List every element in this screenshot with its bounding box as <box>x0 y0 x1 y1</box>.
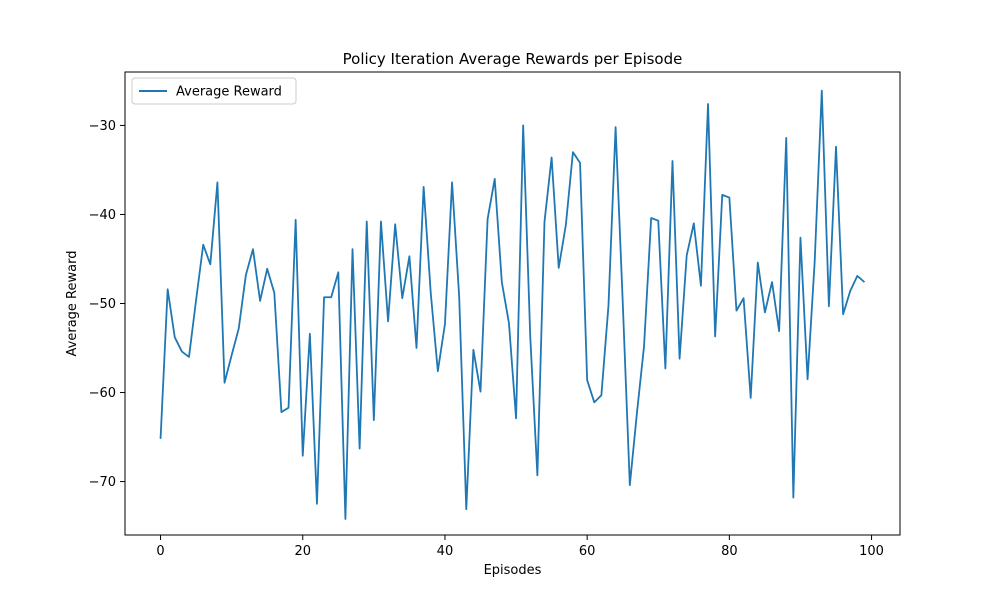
series-line-average-reward <box>159 89 866 520</box>
y-tick-label: −30 <box>89 119 116 134</box>
y-tick-label: −50 <box>89 297 116 312</box>
legend: Average Reward <box>131 77 297 105</box>
plot-area <box>125 72 900 535</box>
x-axis-ticks: 0 20 40 60 80 100 <box>156 535 884 559</box>
y-tick-label: −40 <box>89 208 116 223</box>
x-tick-label: 60 <box>579 544 596 559</box>
legend-frame <box>131 77 297 105</box>
y-axis-ticks: −70 −60 −50 −40 −30 <box>89 119 125 490</box>
series-layer <box>159 89 866 520</box>
y-tick-label: −70 <box>89 475 116 490</box>
x-tick-label: 80 <box>721 544 738 559</box>
legend-label-average-reward: Average Reward <box>176 85 282 100</box>
chart-title: Policy Iteration Average Rewards per Epi… <box>343 50 683 68</box>
x-axis-label: Episodes <box>484 563 542 578</box>
x-tick-label: 20 <box>294 544 311 559</box>
y-axis-label: Average Reward <box>65 251 80 357</box>
x-tick-label: 0 <box>156 544 164 559</box>
x-tick-label: 100 <box>859 544 884 559</box>
x-tick-label: 40 <box>437 544 454 559</box>
y-tick-label: −60 <box>89 386 116 401</box>
plot-frame <box>124 71 901 536</box>
